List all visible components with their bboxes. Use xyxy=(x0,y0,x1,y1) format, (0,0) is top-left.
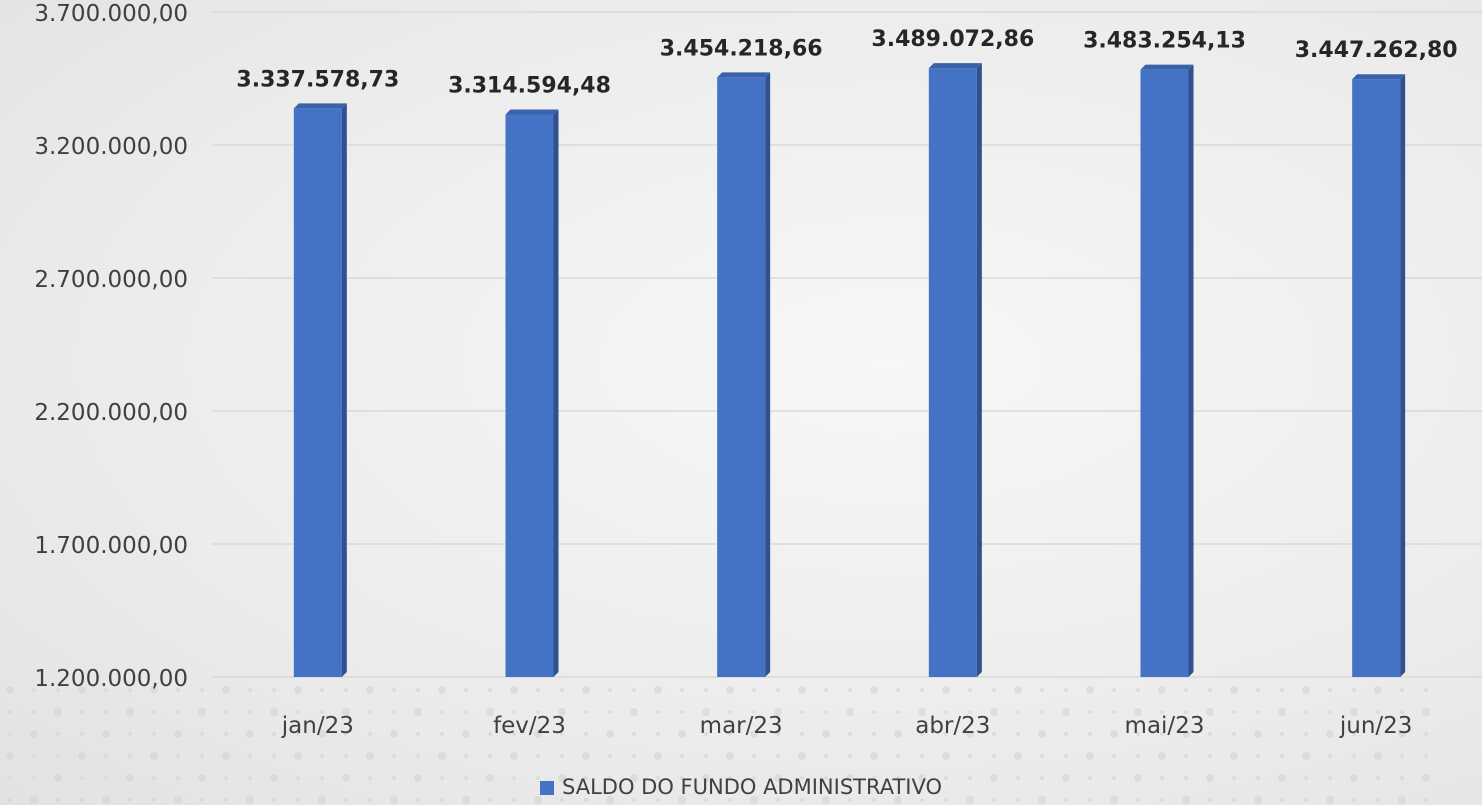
y-tick-label: 1.200.000,00 xyxy=(34,666,188,692)
y-tick-label: 1.700.000,00 xyxy=(34,533,188,559)
x-tick-label: fev/23 xyxy=(493,713,566,739)
data-label: 3.447.262,80 xyxy=(1295,38,1458,63)
y-tick-label: 3.700.000,00 xyxy=(34,1,188,27)
y-tick-label: 2.200.000,00 xyxy=(34,400,188,426)
x-tick-label: jan/23 xyxy=(281,713,354,739)
x-tick-label: mai/23 xyxy=(1125,713,1205,739)
data-label: 3.337.578,73 xyxy=(236,67,399,92)
legend-label: SALDO DO FUNDO ADMINISTRATIVO xyxy=(562,775,942,799)
data-label: 3.483.254,13 xyxy=(1083,29,1246,54)
bar xyxy=(293,103,347,678)
legend: SALDO DO FUNDO ADMINISTRATIVO xyxy=(0,775,1482,799)
bar xyxy=(1352,74,1406,678)
x-tick-label: mar/23 xyxy=(700,713,783,739)
y-tick-label: 2.700.000,00 xyxy=(34,267,188,293)
data-label: 3.314.594,48 xyxy=(448,74,611,99)
x-tick-label: jun/23 xyxy=(1339,713,1413,739)
bar xyxy=(505,109,559,677)
y-tick-label: 3.200.000,00 xyxy=(34,134,188,160)
bar xyxy=(717,72,771,678)
data-label: 3.454.218,66 xyxy=(660,36,823,61)
x-tick-label: abr/23 xyxy=(915,713,990,739)
data-label: 3.489.072,86 xyxy=(871,27,1034,52)
bar xyxy=(928,63,982,677)
bar xyxy=(1140,64,1194,677)
background-dot-pattern xyxy=(6,686,1430,804)
legend-swatch xyxy=(540,781,554,795)
